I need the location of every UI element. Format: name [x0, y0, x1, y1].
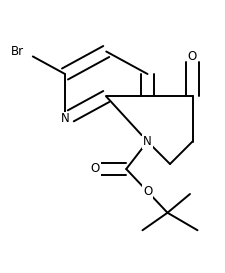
Text: N: N — [61, 112, 69, 126]
Text: O: O — [188, 50, 197, 63]
Text: N: N — [143, 135, 152, 148]
Text: O: O — [90, 162, 100, 176]
Text: O: O — [143, 185, 152, 198]
Text: Br: Br — [11, 45, 24, 58]
